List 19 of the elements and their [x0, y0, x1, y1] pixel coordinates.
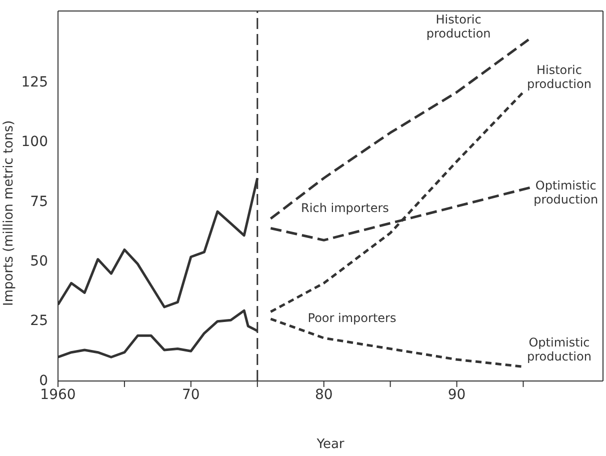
line-series: [269, 38, 530, 220]
y-tick-label: 75: [30, 194, 48, 210]
series-label: Historic production: [527, 63, 592, 92]
y-tick-label: 25: [30, 313, 48, 330]
x-tick-label: 80: [314, 386, 333, 403]
series-label: Historic production: [426, 12, 491, 41]
x-tick-label: 90: [448, 386, 466, 403]
y-axis-title: Imports (million metric tons): [2, 120, 17, 306]
x-axis-title: Year: [316, 437, 345, 452]
y-tick-label: 100: [21, 134, 48, 150]
x-tick-label: 1960: [40, 386, 76, 403]
series-label: Optimistic production: [527, 336, 592, 364]
y-tick-label: 125: [21, 74, 48, 90]
series-label: Optimistic production: [534, 178, 598, 207]
y-tick-label: 50: [30, 253, 48, 270]
annotation: Rich importers: [301, 201, 389, 215]
annotation: Poor importers: [308, 311, 396, 325]
y-tick-label: 0: [39, 372, 48, 389]
x-tick-label: 70: [182, 386, 200, 403]
